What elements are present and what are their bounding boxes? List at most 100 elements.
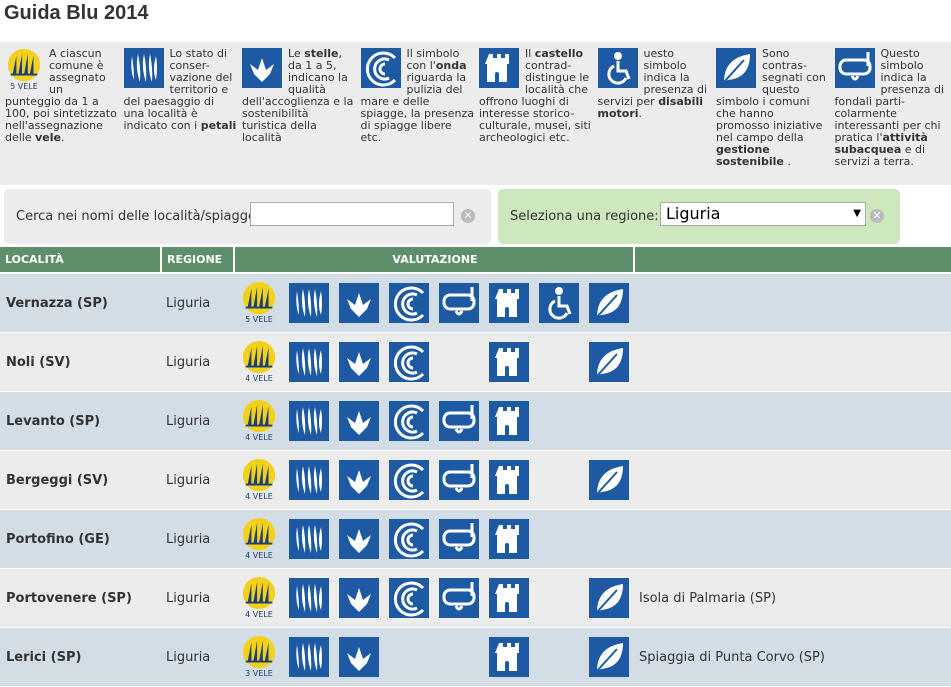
table-row: Lerici (SP) Liguria 3 VELE Spiaggia di Punt… — [0, 628, 951, 687]
beach-note: Spiaggia di Punta Corvo (SP) — [639, 650, 825, 665]
region-box: Seleziona una regione: Liguria ▼ ✕ — [498, 189, 900, 244]
icon — [489, 637, 529, 677]
icon-graphic — [339, 283, 379, 323]
dropdown-arrow: ▼ — [853, 208, 861, 219]
icon — [389, 401, 429, 441]
icon-graphic — [589, 283, 629, 323]
header-cell: REGIONE — [160, 247, 235, 272]
location-name: Portovenere (SP) — [6, 591, 132, 606]
icon-graphic — [389, 519, 429, 559]
icon — [124, 48, 164, 88]
vele-label: 4 VELE — [245, 433, 273, 442]
icon-graphic — [489, 283, 529, 323]
search-label: Cerca nei nomi delle località/spiagge — [16, 209, 257, 224]
search-input[interactable] — [250, 202, 454, 226]
icon-graphic — [489, 460, 529, 500]
icon — [389, 519, 429, 559]
icon-graphic — [242, 48, 282, 88]
icon — [289, 637, 329, 677]
icon — [339, 519, 379, 559]
icon — [489, 283, 529, 323]
icon-graphic — [439, 519, 479, 559]
icon-graphic — [289, 283, 329, 323]
clear-button[interactable]: ✕ — [461, 209, 475, 223]
icon-graphic — [339, 519, 379, 559]
legend-text: attività subacquea — [834, 131, 928, 156]
icon-graphic — [479, 48, 519, 88]
legend-text: Il — [525, 47, 535, 60]
vele-badge: 4 VELE — [241, 576, 277, 619]
legend-text: Sono contras-segnati con questo simbolo … — [716, 47, 826, 144]
legend-text: e di servizi a terra. — [834, 143, 926, 168]
region-select[interactable]: Liguria ▼ — [660, 202, 866, 226]
icon-graphic — [439, 283, 479, 323]
clear-button[interactable]: ✕ — [870, 209, 884, 223]
icon — [539, 283, 579, 323]
vele-graphic — [241, 635, 277, 670]
legend-text: Lo stato di conser-vazione del territori… — [123, 47, 233, 132]
icon-graphic — [598, 48, 638, 88]
legend-text: vele — [35, 131, 62, 144]
vele-label: 3 VELE — [245, 669, 273, 678]
legend-text: , da 1 a 5, indicano la qualità dell'acc… — [242, 47, 354, 144]
icon-graphic — [289, 401, 329, 441]
vele-graphic — [241, 399, 277, 434]
vele-label: 4 VELE — [245, 551, 273, 560]
search-box: Cerca nei nomi delle località/spiagge ✕ — [4, 189, 491, 244]
icon — [489, 578, 529, 618]
icon — [339, 578, 379, 618]
icon — [242, 48, 282, 88]
icon-graphic — [389, 578, 429, 618]
legend-text: petali — [200, 119, 237, 132]
vele-graphic — [241, 576, 277, 611]
region-name: Liguria — [166, 296, 211, 311]
vele-badge: 3 VELE — [241, 635, 277, 678]
icon — [439, 519, 479, 559]
legend-text: stelle — [304, 47, 339, 60]
icon-graphic — [489, 401, 529, 441]
icon-graphic — [489, 637, 529, 677]
beach-note: Isola di Palmaria (SP) — [639, 591, 777, 606]
location-name: Portofino (GE) — [6, 532, 110, 547]
icon-graphic — [489, 578, 529, 618]
icon — [589, 342, 629, 382]
legend-text: disabili motori — [597, 95, 704, 120]
icon — [339, 637, 379, 677]
icon-graphic — [489, 519, 529, 559]
vele-badge: 4 VELE — [241, 399, 277, 442]
table-row: Portofino (GE) Liguria 4 VELE — [0, 510, 951, 569]
icon — [479, 48, 519, 88]
icon — [289, 519, 329, 559]
icon — [289, 342, 329, 382]
icon — [389, 283, 429, 323]
table-header: LOCALITÀ REGIONE VALUTAZIONE — [0, 247, 951, 272]
icon — [589, 578, 629, 618]
legend-text: castello — [534, 47, 584, 60]
table-row: Noli (SV) Liguria 4 VELE — [0, 333, 951, 392]
location-name: Vernazza (SP) — [6, 296, 108, 311]
location-name: Bergeggi (SV) — [6, 473, 109, 488]
icon — [339, 401, 379, 441]
table-row: Vernazza (SP) Liguria 5 VELE — [0, 274, 951, 333]
region-name: Liguria — [166, 591, 211, 606]
legend-text: Il simbolo con l' — [406, 47, 460, 72]
region-name: Liguria — [166, 414, 211, 429]
vele-label: 4 VELE — [245, 374, 273, 383]
icon-graphic — [589, 578, 629, 618]
location-name: Levanto (SP) — [6, 414, 101, 429]
icon-graphic — [389, 401, 429, 441]
icon-graphic — [539, 283, 579, 323]
icon — [361, 48, 401, 88]
icon — [716, 48, 756, 88]
legend-text: Questo simbolo indica la presenza di fon… — [834, 47, 945, 144]
icon-graphic — [339, 342, 379, 382]
vele-label: 5 VELE — [10, 82, 38, 91]
icon-graphic — [389, 460, 429, 500]
legend-item: Questo simbolo indica la presenza di fon… — [834, 47, 949, 168]
icon-graphic — [389, 342, 429, 382]
icon — [489, 342, 529, 382]
region-name: Liguria — [166, 473, 211, 488]
icon-graphic — [339, 578, 379, 618]
legend-item: Lo stato di conser-vazione del territori… — [123, 47, 238, 132]
